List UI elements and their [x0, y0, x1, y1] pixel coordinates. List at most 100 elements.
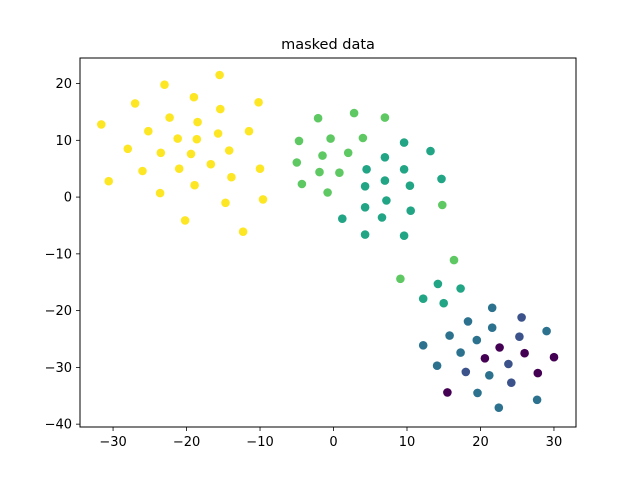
scatter-point	[362, 165, 371, 174]
scatter-point	[380, 153, 390, 162]
scatter-point	[495, 343, 504, 352]
scatter-point	[323, 188, 332, 197]
scatter-point	[173, 134, 182, 143]
scatter-point	[418, 341, 428, 350]
scatter-point	[396, 274, 405, 284]
scatter-point	[399, 231, 409, 240]
scatter-point	[215, 70, 224, 80]
scatter-point	[463, 317, 473, 326]
x-tick-label: 0	[329, 435, 337, 450]
scatter-point	[294, 136, 304, 146]
scatter-point	[377, 213, 387, 222]
x-tick-label: −30	[99, 435, 126, 450]
scatter-point	[445, 331, 454, 340]
points-layer	[97, 70, 559, 413]
scatter-point	[473, 388, 482, 398]
scatter-point	[97, 120, 106, 129]
y-tick-label: −40	[45, 418, 72, 433]
x-tick-label: −10	[246, 435, 273, 450]
scatter-point	[380, 113, 390, 122]
scatter-point	[449, 255, 459, 265]
scatter-point	[335, 168, 344, 177]
scatter-point	[138, 166, 147, 176]
scatter-point	[292, 158, 302, 167]
plot-frame	[79, 57, 577, 428]
scatter-point	[186, 149, 196, 159]
scatter-point	[104, 176, 113, 186]
y-tick-label: −20	[45, 304, 72, 319]
scatter-point	[358, 133, 368, 143]
scatter-point	[326, 134, 335, 143]
scatter-point	[174, 164, 184, 173]
scatter-point	[297, 179, 307, 189]
scatter-point	[156, 148, 166, 158]
scatter-point	[480, 354, 490, 363]
scatter-point	[360, 203, 370, 212]
y-tick-label: −30	[45, 361, 72, 376]
scatter-point	[472, 335, 482, 345]
scatter-point	[216, 104, 225, 114]
scatter-point	[254, 98, 263, 107]
scatter-point	[437, 174, 446, 184]
x-tick-label: −20	[173, 435, 200, 450]
y-tick-label: −10	[45, 247, 72, 262]
scatter-point	[238, 227, 248, 236]
scatter-point	[494, 403, 504, 413]
y-tick-label: 0	[64, 191, 72, 206]
scatter-point	[318, 151, 327, 160]
scatter-point	[487, 303, 497, 313]
scatter-point	[439, 298, 449, 308]
scatter-point	[485, 371, 494, 380]
scatter-point	[380, 176, 390, 185]
scatter-point	[532, 395, 542, 405]
scatter-point	[193, 117, 202, 127]
scatter-point	[155, 188, 165, 198]
scatter-point	[426, 146, 435, 156]
scatter-point	[255, 164, 265, 173]
scatter-point	[227, 172, 236, 182]
scatter-point	[443, 388, 452, 397]
scatter-point	[504, 359, 513, 369]
scatter-point	[507, 378, 516, 388]
scatter-point	[190, 180, 199, 190]
scatter-point	[433, 279, 443, 289]
scatter-point	[406, 206, 416, 215]
scatter-point	[517, 313, 526, 322]
scatter-point	[405, 181, 415, 190]
scatter-point	[130, 99, 140, 108]
scatter-point	[542, 326, 551, 336]
scatter-point	[487, 323, 497, 333]
scatter-point	[144, 126, 153, 136]
scatter-point	[349, 108, 359, 118]
scatter-point	[549, 352, 559, 362]
x-tick-label: 30	[546, 435, 563, 450]
scatter-point	[165, 113, 174, 122]
scatter-point	[338, 214, 347, 223]
scatter-point	[123, 144, 133, 154]
scatter-point	[360, 182, 370, 191]
scatter-point	[456, 284, 465, 293]
scatter-point	[189, 92, 199, 102]
scatter-point	[258, 195, 268, 204]
x-tick-label: 20	[472, 435, 489, 450]
x-tick-label: 10	[399, 435, 416, 450]
scatter-point	[456, 348, 465, 357]
scatter-point	[399, 138, 409, 147]
scatter-point	[418, 294, 428, 304]
scatter-point	[399, 165, 409, 174]
scatter-point	[360, 230, 370, 239]
scatter-point	[438, 200, 447, 210]
ticks-layer: −30 −20 −10 0 10 20 30 −40 −30 −20 −10 0 10 20	[45, 77, 563, 450]
scatter-point	[432, 361, 442, 371]
scatter-point	[213, 129, 223, 138]
scatter-point	[206, 159, 216, 169]
scatter-point	[160, 80, 169, 89]
scatter-point	[343, 148, 353, 158]
scatter-point	[520, 348, 529, 358]
scatter-point	[515, 332, 524, 342]
scatter-point	[244, 126, 254, 136]
y-tick-label: 10	[55, 134, 72, 149]
scatter-point	[313, 113, 323, 123]
